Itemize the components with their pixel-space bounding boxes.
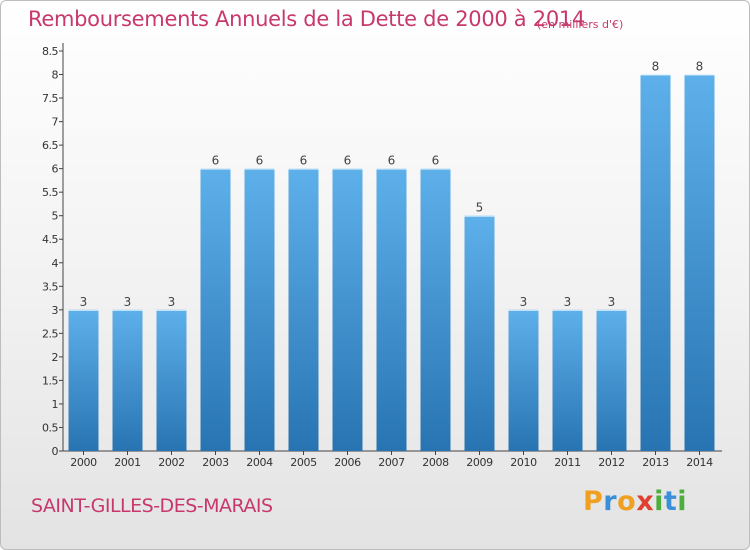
y-tick-label: 7 bbox=[52, 116, 59, 129]
x-tick-label: 2011 bbox=[554, 456, 580, 469]
logo-letter: x bbox=[636, 486, 655, 517]
bar bbox=[464, 215, 495, 451]
y-tick-label: 1.5 bbox=[42, 374, 58, 387]
data-label: 6 bbox=[388, 154, 396, 168]
logo-letter: r bbox=[603, 486, 618, 517]
y-tick-label: 0 bbox=[52, 445, 59, 458]
data-label: 6 bbox=[344, 154, 352, 168]
y-tick-label: 6.5 bbox=[42, 139, 58, 152]
x-tick-label: 2001 bbox=[114, 456, 140, 469]
data-label: 8 bbox=[696, 60, 704, 74]
data-label: 6 bbox=[256, 154, 264, 168]
logo-letter: o bbox=[617, 486, 637, 517]
proxiti-logo[interactable]: Proxiti bbox=[583, 486, 687, 517]
x-tick-label: 2003 bbox=[202, 456, 229, 469]
bar bbox=[200, 168, 231, 451]
y-tick-label: 5.5 bbox=[42, 186, 58, 199]
logo-letter: t bbox=[663, 486, 678, 517]
bar bbox=[596, 309, 627, 451]
bar bbox=[640, 74, 671, 451]
bar bbox=[420, 168, 451, 451]
x-tick-label: 2007 bbox=[378, 456, 405, 469]
x-tick-label: 2005 bbox=[290, 456, 317, 469]
x-tick-label: 2013 bbox=[642, 456, 669, 469]
y-tick-label: 6 bbox=[52, 163, 59, 176]
x-tick-label: 2010 bbox=[510, 456, 537, 469]
logo-letter: P bbox=[583, 486, 604, 517]
logo-letter: i bbox=[677, 486, 688, 517]
data-label: 3 bbox=[520, 295, 528, 309]
y-tick-label: 8 bbox=[52, 69, 59, 82]
y-tick-label: 2 bbox=[52, 351, 59, 364]
data-label: 8 bbox=[652, 60, 660, 74]
y-tick-label: 2.5 bbox=[42, 327, 58, 340]
bar bbox=[244, 168, 275, 451]
y-tick-label: 7.5 bbox=[42, 92, 58, 105]
data-label: 3 bbox=[564, 295, 572, 309]
y-tick-label: 3.5 bbox=[42, 280, 58, 293]
bar bbox=[376, 168, 407, 451]
data-label: 5 bbox=[476, 201, 484, 215]
y-tick-label: 1 bbox=[52, 398, 59, 411]
x-tick-label: 2009 bbox=[466, 456, 493, 469]
bar bbox=[508, 309, 539, 451]
y-tick-label: 4 bbox=[52, 257, 59, 270]
x-tick-label: 2012 bbox=[598, 456, 624, 469]
data-label: 3 bbox=[124, 295, 132, 309]
y-tick-label: 4.5 bbox=[42, 233, 58, 246]
bar bbox=[552, 309, 583, 451]
bar bbox=[332, 168, 363, 451]
data-label: 3 bbox=[608, 295, 616, 309]
data-label: 3 bbox=[80, 295, 88, 309]
data-label: 3 bbox=[168, 295, 176, 309]
unit-note: (en milliers d'€) bbox=[537, 18, 624, 31]
logo-letter: i bbox=[654, 486, 664, 517]
x-tick-label: 2002 bbox=[158, 456, 184, 469]
chart-title: Remboursements Annuels de la Dette de 20… bbox=[28, 7, 585, 31]
bar bbox=[156, 309, 187, 451]
bar bbox=[112, 309, 143, 451]
data-label: 6 bbox=[212, 154, 220, 168]
y-tick-label: 0.5 bbox=[42, 421, 58, 434]
data-label: 6 bbox=[300, 154, 308, 168]
x-tick-label: 2004 bbox=[246, 456, 273, 469]
x-tick-label: 2008 bbox=[422, 456, 449, 469]
data-label: 6 bbox=[432, 154, 440, 168]
x-tick-label: 2000 bbox=[70, 456, 97, 469]
commune-name: SAINT-GILLES-DES-MARAIS bbox=[31, 495, 273, 517]
x-tick-label: 2006 bbox=[334, 456, 361, 469]
y-tick-label: 5 bbox=[52, 210, 59, 223]
y-tick-label: 3 bbox=[52, 304, 59, 317]
bar bbox=[684, 74, 715, 451]
bar bbox=[68, 309, 99, 451]
bar bbox=[288, 168, 319, 451]
x-tick-label: 2014 bbox=[686, 456, 713, 469]
y-tick-label: 8.5 bbox=[42, 45, 58, 58]
